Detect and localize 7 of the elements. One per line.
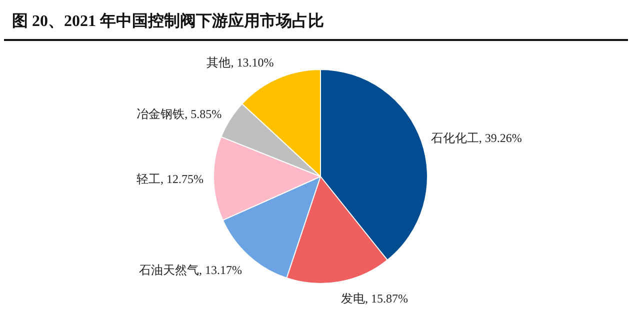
slice-label: 其他, 13.10%	[206, 55, 274, 70]
slice-label: 冶金钢铁, 5.85%	[136, 106, 222, 121]
slice-label: 石油天然气, 13.17%	[138, 263, 242, 278]
chart-title: 图 20、2021 年中国控制阀下游应用市场占比	[12, 11, 324, 32]
slice-label: 石化化工, 39.26%	[430, 130, 522, 145]
slice-label: 发电, 15.87%	[341, 292, 408, 306]
slice-label: 轻工, 12.75%	[136, 172, 204, 186]
